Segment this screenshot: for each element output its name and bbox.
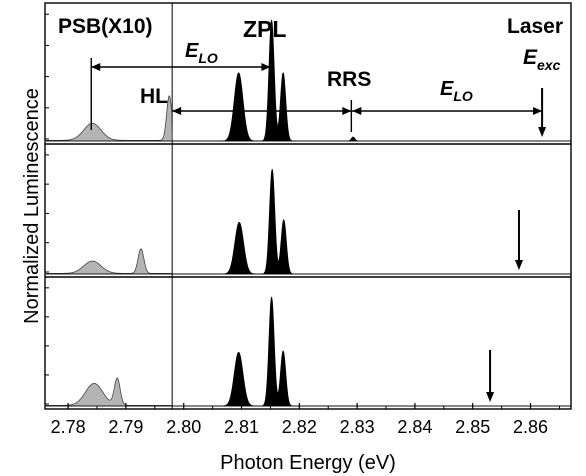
- x-tick-label-0: 2.78: [51, 417, 86, 437]
- hl-rrs-arrow-right-head: [342, 107, 352, 115]
- psb-trace-2: [44, 248, 173, 275]
- x-axis: 2.78 2.79 2.80 2.81 2.82 2.83 2.84 2.85 2.86: [51, 403, 560, 437]
- eexc-label-main: E: [523, 46, 538, 69]
- x-tick-label-3: 2.81: [224, 417, 259, 437]
- eexc-label-sub: exc: [537, 57, 561, 73]
- elo-arrow-top-right-head: [261, 63, 271, 71]
- x-tick-label-8: 2.86: [513, 417, 548, 437]
- rrs-laser-arrow-right-head: [533, 107, 543, 115]
- eexc-label: Eexc: [523, 46, 561, 73]
- y-axis-label: Normalized Luminescence: [21, 88, 43, 324]
- x-axis-label: Photon Energy (eV): [220, 452, 396, 474]
- y-tick-marks: [45, 13, 49, 405]
- zpl-trace-2: [172, 168, 571, 275]
- x-tick-label-6: 2.84: [397, 417, 432, 437]
- psb-trace-1: [44, 95, 173, 142]
- psb-label: PSB(X10): [58, 15, 153, 38]
- zpl-label: ZPL: [243, 16, 286, 42]
- plot-frame: [44, 2, 572, 410]
- elo-label-2: ELO: [440, 78, 473, 104]
- zpl-trace-1: [172, 19, 571, 142]
- x-tick-label-5: 2.83: [340, 417, 375, 437]
- spectra-traces: [44, 19, 571, 407]
- x-tick-label-7: 2.85: [455, 417, 490, 437]
- x-tick-label-4: 2.82: [282, 417, 317, 437]
- annotation-arrows: [90, 58, 543, 132]
- elo-label-1-main: E: [185, 40, 199, 62]
- elo-label-2-main: E: [440, 78, 454, 100]
- rrs-laser-arrow-left-head: [352, 107, 362, 115]
- laser-arrow-head-2: [514, 260, 523, 270]
- psb-trace-3: [44, 377, 173, 407]
- x-tick-label-1: 2.79: [108, 417, 143, 437]
- zpl-trace-3: [172, 296, 571, 407]
- laser-label: Laser: [507, 15, 563, 38]
- rrs-label: RRS: [327, 68, 371, 91]
- elo-label-1-sub: LO: [198, 50, 218, 66]
- elo-label-1: ELO: [185, 40, 218, 66]
- elo-label-2-sub: LO: [453, 88, 473, 104]
- hl-label: HL: [140, 85, 168, 108]
- laser-arrow-head-3: [486, 392, 495, 402]
- x-tick-label-2: 2.80: [166, 417, 201, 437]
- elo-arrow-top-left-head: [91, 63, 101, 71]
- hl-rrs-arrow-left-head: [172, 107, 182, 115]
- laser-arrow-head-1: [538, 127, 547, 137]
